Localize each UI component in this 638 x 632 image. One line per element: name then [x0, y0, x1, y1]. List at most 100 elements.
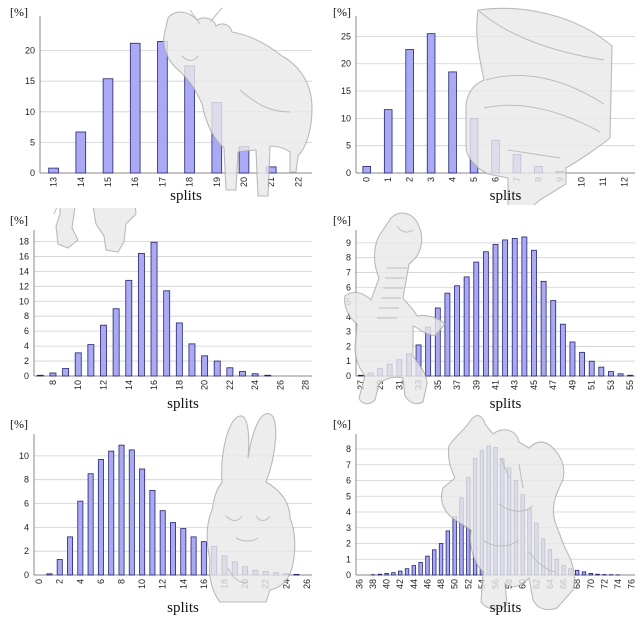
y-unit-label: [%]: [10, 5, 28, 19]
y-tick-label: 10: [19, 296, 29, 306]
bar-17: [163, 290, 171, 377]
x-tick-label: 4: [448, 177, 458, 182]
chart-panel-armadillo: 0123456783638404244464850525456586062646…: [323, 412, 638, 617]
chart-svg: 0 5 10 15 20 13 14 15 16 17 18 19 20 21 22 [%] splits: [10, 5, 313, 204]
bar-12: [159, 510, 166, 576]
y-tick-label: 4: [24, 522, 29, 532]
bar-52: [598, 366, 605, 377]
x-tick-label: 20: [200, 380, 210, 390]
bar-35: [434, 307, 441, 377]
x-tick-label: 72: [599, 579, 609, 589]
bar-13: [112, 308, 120, 377]
bar-7: [36, 374, 44, 377]
bar-2: [56, 559, 63, 576]
bar-4: [448, 71, 457, 174]
y-tick-label: 0: [346, 168, 351, 178]
x-axis-label: splits: [490, 600, 522, 616]
x-tick-label: 17: [157, 177, 167, 187]
x-tick-label: 74: [613, 579, 623, 589]
bar-42: [502, 239, 509, 377]
bar-50: [579, 351, 585, 377]
x-axis-label: splits: [167, 600, 199, 616]
y-tick-label: 10: [341, 113, 351, 123]
dinosaur-model-image: [344, 212, 446, 405]
x-tick-label: 44: [409, 579, 419, 589]
x-tick-label: 41: [491, 380, 501, 390]
bar-55: [627, 374, 634, 377]
x-tick-label: 51: [587, 380, 597, 390]
y-tick-label: 4: [24, 341, 29, 351]
x-tick-label: 76: [627, 579, 637, 589]
x-tick-label: 39: [471, 380, 481, 390]
x-tick-label: 50: [450, 579, 460, 589]
bar-16: [200, 541, 207, 576]
x-tick-label: 14: [76, 177, 86, 187]
chart-panel-fandisk: 05101520250123456789101112 [%]splits: [323, 0, 638, 205]
y-tick-label: 18: [19, 236, 29, 246]
bar-19: [188, 343, 196, 377]
y-tick-label: 1: [346, 356, 351, 366]
x-tick-label: 48: [436, 579, 446, 589]
x-tick-label: 15: [103, 177, 113, 187]
bar-7: [108, 450, 115, 576]
bar-43: [404, 568, 410, 576]
horse-model-image: [53, 208, 137, 253]
y-tick-label: 10: [19, 451, 29, 461]
bar-14: [125, 279, 133, 377]
y-unit-label: [%]: [10, 417, 28, 431]
chart-svg: 0123456783638404244464850525456586062646…: [333, 415, 637, 616]
y-tick-label: 5: [346, 141, 351, 151]
bar-10: [74, 352, 82, 377]
chart-panel-bunny: 024681002468101214161820222426 [%]splits: [0, 412, 315, 617]
y-tick-label: 5: [346, 491, 351, 501]
x-tick-label: 12: [99, 380, 109, 390]
x-axis-label: splits: [490, 396, 522, 412]
y-tick-label: 3: [346, 327, 351, 337]
armadillo-model-image: [440, 415, 576, 611]
x-tick-label: 11: [598, 177, 608, 186]
x-tick-label: 10: [137, 579, 147, 589]
x-tick-label: 45: [529, 380, 539, 390]
bar-46: [425, 555, 430, 576]
chart-svg: 024681002468101214161820222426 [%]splits: [10, 413, 312, 616]
bar-4: [77, 500, 84, 576]
y-tick-label: 0: [30, 168, 35, 178]
bar-14: [180, 528, 187, 576]
chart-svg: 0123456789272931333537394143454749515355…: [333, 212, 635, 412]
y-tick-label: 9: [346, 238, 351, 248]
bar-39: [377, 573, 382, 576]
chart-panel-cow: 0 5 10 15 20 13 14 15 16 17 18 19 20 21 22 [%] splits: [0, 0, 315, 205]
bar-69: [581, 571, 587, 576]
fandisk-model-image: [465, 7, 613, 205]
bar-6: [97, 459, 104, 576]
x-tick-label: 5: [469, 177, 479, 182]
x-tick-label: 22: [225, 380, 235, 390]
x-tick-label: 16: [149, 380, 159, 390]
bar-27: [357, 374, 364, 377]
bar-44: [411, 565, 417, 576]
x-tick-label: 26: [275, 380, 285, 390]
bunny-model-image: [206, 413, 296, 603]
bar-37: [454, 285, 460, 377]
x-tick-label: 52: [463, 579, 473, 589]
x-tick-label: 8: [117, 579, 127, 584]
x-tick-label: 18: [185, 177, 195, 187]
bar-49: [569, 341, 576, 377]
bar-3: [426, 33, 436, 174]
bar-17: [157, 41, 168, 174]
x-tick-label: 10: [576, 177, 586, 187]
x-tick-label: 4: [75, 579, 85, 584]
y-tick-label: 0: [24, 570, 29, 580]
y-tick-label: 10: [25, 107, 35, 117]
bar-11: [87, 344, 95, 377]
bar-38: [463, 276, 470, 377]
y-tick-label: 16: [19, 251, 29, 261]
x-tick-label: 0: [34, 579, 44, 584]
bar-24: [251, 373, 259, 377]
x-axis-label: splits: [170, 188, 202, 204]
y-tick-label: 15: [341, 86, 351, 96]
y-tick-label: 6: [346, 282, 351, 292]
x-tick-label: 29: [375, 380, 385, 390]
x-tick-label: 14: [124, 380, 134, 390]
